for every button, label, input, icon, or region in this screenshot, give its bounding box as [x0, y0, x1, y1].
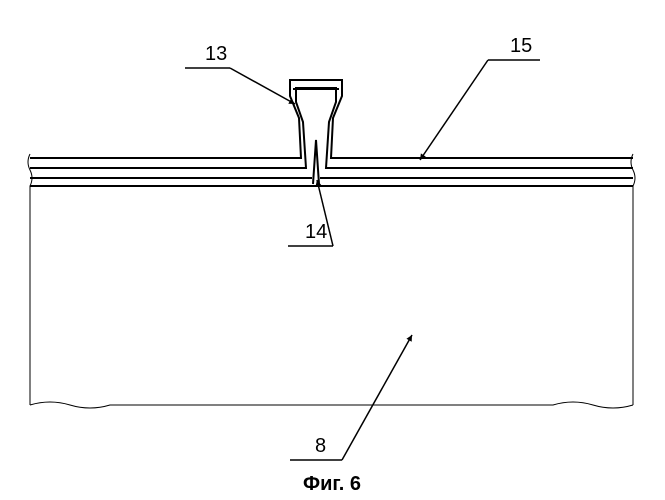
- body-break-line: [30, 402, 633, 408]
- central-slit: [313, 140, 319, 184]
- callout-label-13: 13: [205, 43, 227, 65]
- figure-canvas: 13 15 14 8 Фиг. 6: [0, 0, 665, 500]
- callout-13: 13: [185, 43, 295, 104]
- right-break: [631, 154, 635, 405]
- figure-caption: Фиг. 6: [303, 473, 361, 495]
- rib-outer-contour: [30, 80, 633, 158]
- callout-8: 8: [290, 335, 412, 460]
- callout-15: 15: [420, 35, 540, 160]
- callout-label-8: 8: [315, 435, 326, 457]
- callout-label-15: 15: [510, 35, 532, 57]
- callout-label-14: 14: [305, 221, 327, 243]
- callout-14: 14: [288, 180, 333, 246]
- left-break: [28, 154, 32, 405]
